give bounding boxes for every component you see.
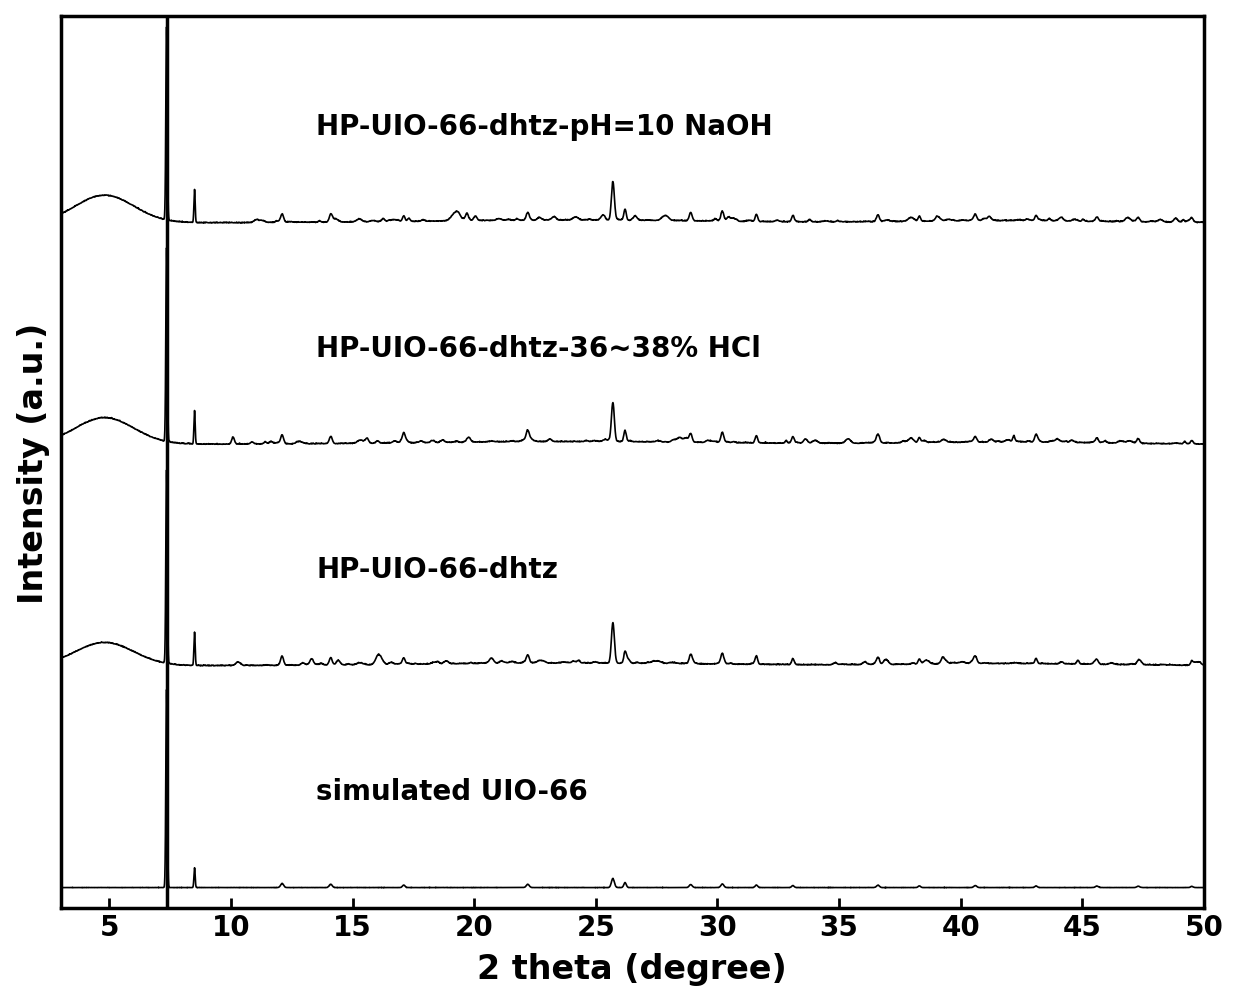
X-axis label: 2 theta (degree): 2 theta (degree) <box>477 952 787 985</box>
Text: HP-UIO-66-dhtz: HP-UIO-66-dhtz <box>316 555 558 583</box>
Y-axis label: Intensity (a.u.): Intensity (a.u.) <box>16 322 50 603</box>
Text: HP-UIO-66-dhtz-36~38% HCl: HP-UIO-66-dhtz-36~38% HCl <box>316 335 761 363</box>
Text: HP-UIO-66-dhtz-pH=10 NaOH: HP-UIO-66-dhtz-pH=10 NaOH <box>316 113 773 141</box>
Text: simulated UIO-66: simulated UIO-66 <box>316 777 588 805</box>
